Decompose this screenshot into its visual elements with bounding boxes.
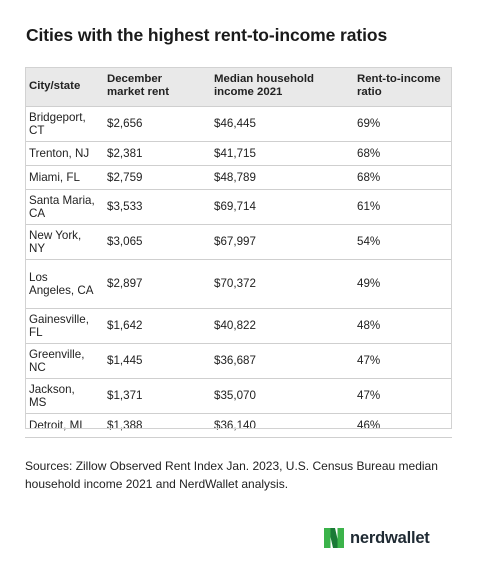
cell-ratio: 68%: [351, 141, 452, 165]
rent-income-table: City/state December market rent Median h…: [25, 67, 452, 438]
cell-income: $70,372: [208, 259, 351, 308]
cell-rent: $1,371: [101, 378, 208, 413]
table-row: Jackson, MS $1,371 $35,070 47%: [25, 378, 452, 413]
page-title: Cities with the highest rent-to-income r…: [26, 25, 387, 46]
table-row: Gainesville, FL $1,642 $40,822 48%: [25, 308, 452, 343]
cell-income: $41,715: [208, 141, 351, 165]
cell-ratio: 54%: [351, 224, 452, 259]
cell-city: Miami, FL: [25, 165, 101, 189]
cell-ratio: 69%: [351, 106, 452, 141]
cell-ratio: 48%: [351, 308, 452, 343]
header-rent-ratio: Rent-to-income ratio: [351, 67, 452, 106]
table-row: Miami, FL $2,759 $48,789 68%: [25, 165, 452, 189]
cell-ratio: 46%: [351, 413, 452, 437]
cell-ratio: 49%: [351, 259, 452, 308]
table-row: Bridgeport, CT $2,656 $46,445 69%: [25, 106, 452, 141]
cell-rent: $3,533: [101, 189, 208, 224]
cell-income: $46,445: [208, 106, 351, 141]
sources-note: Sources: Zillow Observed Rent Index Jan.…: [25, 457, 455, 493]
cell-city: Gainesville, FL: [25, 308, 101, 343]
cell-city: Greenville, NC: [25, 343, 101, 378]
cell-city: Trenton, NJ: [25, 141, 101, 165]
cell-income: $36,687: [208, 343, 351, 378]
cell-city: New York, NY: [25, 224, 101, 259]
cell-rent: $1,445: [101, 343, 208, 378]
table-row: Los Angeles, CA $2,897 $70,372 49%: [25, 259, 452, 308]
table-row: Trenton, NJ $2,381 $41,715 68%: [25, 141, 452, 165]
cell-ratio: 61%: [351, 189, 452, 224]
header-market-rent: December market rent: [101, 67, 208, 106]
cell-city: Los Angeles, CA: [25, 259, 101, 308]
cell-city: Santa Maria, CA: [25, 189, 101, 224]
nerdwallet-logo: nerdwallet: [323, 527, 430, 549]
table-row: Greenville, NC $1,445 $36,687 47%: [25, 343, 452, 378]
cell-ratio: 47%: [351, 378, 452, 413]
nerdwallet-n-logo-icon: [323, 527, 345, 549]
cell-city: Jackson, MS: [25, 378, 101, 413]
cell-city: Bridgeport, CT: [25, 106, 101, 141]
nerdwallet-wordmark: nerdwallet: [350, 529, 430, 548]
cell-income: $48,789: [208, 165, 351, 189]
cell-income: $40,822: [208, 308, 351, 343]
cell-rent: $3,065: [101, 224, 208, 259]
cell-rent: $2,897: [101, 259, 208, 308]
table-header-row: City/state December market rent Median h…: [25, 67, 452, 106]
cell-income: $67,997: [208, 224, 351, 259]
cell-income: $35,070: [208, 378, 351, 413]
cell-rent: $2,381: [101, 141, 208, 165]
cell-ratio: 47%: [351, 343, 452, 378]
cell-city: Detroit, MI: [25, 413, 101, 437]
header-household-income: Median household income 2021: [208, 67, 351, 106]
header-city-state: City/state: [25, 67, 101, 106]
cell-ratio: 68%: [351, 165, 452, 189]
cell-rent: $2,656: [101, 106, 208, 141]
cell-rent: $1,388: [101, 413, 208, 437]
cell-rent: $1,642: [101, 308, 208, 343]
cell-income: $69,714: [208, 189, 351, 224]
table-row: Detroit, MI $1,388 $36,140 46%: [25, 413, 452, 437]
cell-income: $36,140: [208, 413, 351, 437]
table-row: Santa Maria, CA $3,533 $69,714 61%: [25, 189, 452, 224]
table-row: New York, NY $3,065 $67,997 54%: [25, 224, 452, 259]
cell-rent: $2,759: [101, 165, 208, 189]
